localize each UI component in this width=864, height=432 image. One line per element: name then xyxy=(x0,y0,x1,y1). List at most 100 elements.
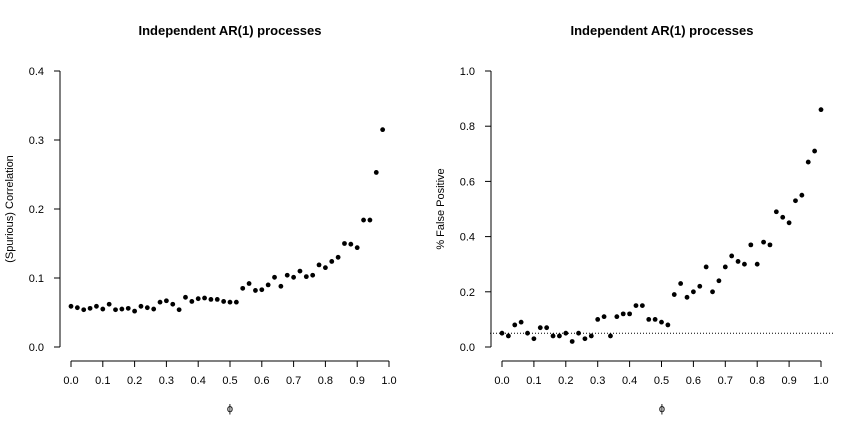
left-data-point xyxy=(373,170,379,175)
left-data-point xyxy=(316,262,322,268)
right-data-point xyxy=(799,192,805,198)
left-y-tick-label: 0.0 xyxy=(29,342,44,354)
right-x-tick-label: 0.4 xyxy=(622,375,637,387)
left-data-point xyxy=(272,274,277,280)
left-data-point xyxy=(310,272,316,278)
right-data-point xyxy=(505,333,511,339)
left-data-point xyxy=(132,308,138,314)
right-data-point xyxy=(722,264,728,270)
left-x-tick-label: 0.4 xyxy=(191,375,206,387)
left-data-point xyxy=(125,305,131,311)
right-data-point xyxy=(608,333,613,339)
right-data-point xyxy=(671,292,677,297)
left-data-point xyxy=(265,282,271,288)
left-data-point xyxy=(246,281,252,286)
right-data-point xyxy=(512,322,518,328)
right-x-tick-label: 0.1 xyxy=(526,375,541,387)
left-data-point xyxy=(138,303,144,309)
left-x-tick-label: 0.8 xyxy=(318,375,333,387)
right-x-tick-label: 0.3 xyxy=(590,375,605,387)
left-data-point xyxy=(348,241,354,247)
right-data-point xyxy=(614,314,620,320)
right-data-point xyxy=(518,319,524,325)
left-data-point xyxy=(342,241,347,246)
left-data-point xyxy=(183,294,188,300)
left-data-point xyxy=(227,299,233,305)
left-data-point xyxy=(189,299,195,304)
left-data-point xyxy=(176,307,182,313)
left-data-point xyxy=(157,299,163,305)
left-data-point xyxy=(87,305,93,311)
left-data-point xyxy=(214,296,220,302)
right-data-point xyxy=(601,314,607,320)
right-data-point xyxy=(582,336,588,342)
right-data-point xyxy=(652,317,658,322)
right-x-tick-label: 0.5 xyxy=(654,375,669,387)
left-data-point xyxy=(284,272,290,278)
left-data-point xyxy=(361,217,366,223)
right-x-tick-label: 0.0 xyxy=(494,375,509,387)
right-data-point xyxy=(754,261,760,267)
left-y-tick-label: 0.1 xyxy=(29,273,44,285)
left-points xyxy=(68,127,386,314)
left-data-point xyxy=(170,301,176,307)
right-x-tick-label: 1.0 xyxy=(813,375,828,387)
right-x-tick-label: 0.9 xyxy=(781,375,796,387)
right-data-point xyxy=(665,322,671,328)
right-data-point xyxy=(544,325,550,331)
left-x-tick-label: 0.5 xyxy=(222,375,237,387)
right-y-tick-label: 0.4 xyxy=(460,232,475,244)
right-data-point xyxy=(812,148,818,154)
right-data-point xyxy=(742,261,747,267)
left-data-point xyxy=(208,296,214,302)
right-points xyxy=(499,107,824,344)
right-data-point xyxy=(620,311,626,317)
right-data-point xyxy=(818,107,824,113)
left-x-axis-label: ϕ xyxy=(227,403,233,415)
left-data-point xyxy=(81,307,87,313)
right-data-point xyxy=(786,220,792,226)
left-x-tick-label: 0.1 xyxy=(95,375,110,387)
left-data-point xyxy=(221,299,227,304)
left-data-point xyxy=(329,259,335,264)
left-data-point xyxy=(240,285,246,291)
left-x-tick-label: 1.0 xyxy=(381,375,396,387)
false-positive-panel: Independent AR(1) processes ϕ % False Po… xyxy=(435,23,833,415)
left-y-tick-label: 0.2 xyxy=(29,204,44,216)
right-data-point xyxy=(627,311,632,317)
right-data-point xyxy=(697,283,703,289)
left-data-point xyxy=(195,296,201,302)
right-x-tick-label: 0.2 xyxy=(558,375,573,387)
left-x-tick-label: 0.2 xyxy=(127,375,142,387)
right-x-tick-label: 0.8 xyxy=(750,375,765,387)
left-data-point xyxy=(354,245,360,251)
right-data-point xyxy=(767,242,773,248)
right-y-axis-label: % False Positive xyxy=(435,168,447,249)
right-data-point xyxy=(646,317,652,322)
left-data-point xyxy=(144,305,150,311)
right-y-tick-label: 0.8 xyxy=(460,121,475,133)
right-data-point xyxy=(691,289,696,295)
right-data-point xyxy=(678,281,684,286)
right-data-point xyxy=(588,333,594,339)
right-data-point xyxy=(595,317,601,322)
right-data-point xyxy=(633,303,639,308)
left-data-point xyxy=(74,305,80,311)
right-chart-title: Independent AR(1) processes xyxy=(570,23,753,38)
right-x-axis-label: ϕ xyxy=(659,403,665,415)
right-data-point xyxy=(537,325,543,331)
left-data-point xyxy=(380,127,386,133)
right-data-point xyxy=(557,333,562,339)
left-y-tick-label: 0.4 xyxy=(29,66,44,78)
left-data-point xyxy=(151,306,157,312)
left-data-point xyxy=(94,303,99,309)
right-data-point xyxy=(780,214,786,220)
left-x-tick-label: 0.0 xyxy=(63,375,78,387)
left-data-point xyxy=(291,274,296,280)
left-data-point xyxy=(106,301,112,307)
right-y-tick-label: 0.0 xyxy=(460,342,475,354)
left-data-point xyxy=(164,298,169,304)
right-data-point xyxy=(576,330,581,336)
right-x-tick-label: 0.6 xyxy=(686,375,701,387)
